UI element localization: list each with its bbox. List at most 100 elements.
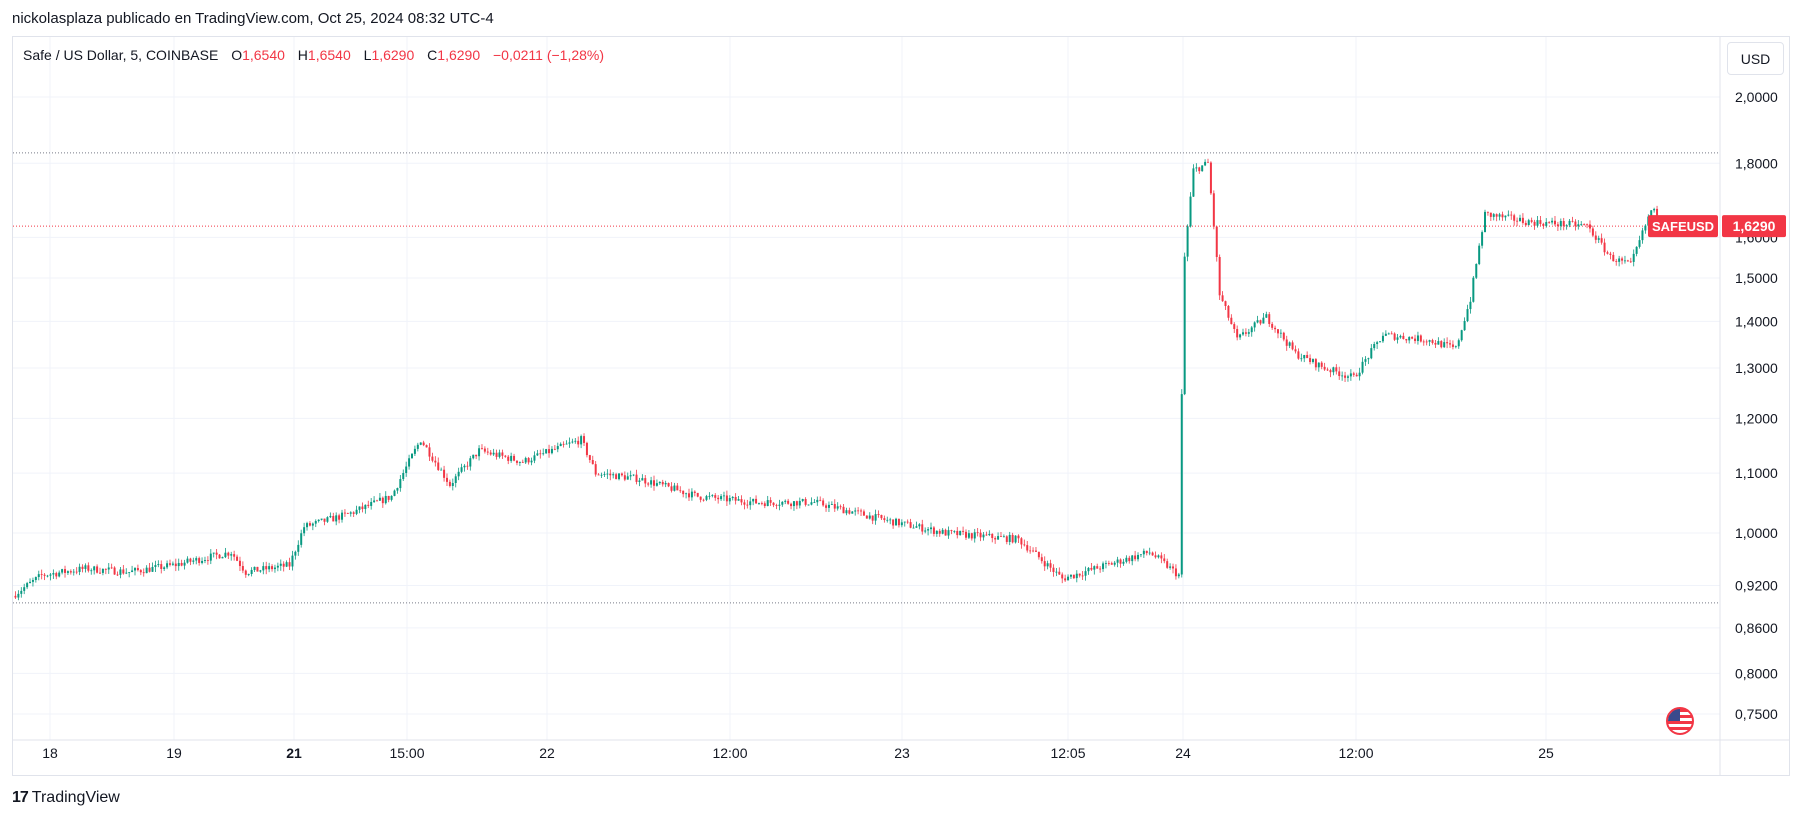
- candle: [635, 469, 638, 485]
- candle: [1586, 223, 1589, 229]
- candle: [265, 561, 268, 575]
- candle: [198, 556, 201, 566]
- candle: [387, 495, 390, 503]
- candle: [116, 571, 119, 577]
- candle: [136, 564, 139, 572]
- candle: [696, 492, 699, 498]
- candle: [1227, 304, 1230, 321]
- candle: [1577, 220, 1580, 230]
- candle: [1463, 317, 1466, 331]
- candle: [84, 563, 87, 573]
- candle: [845, 507, 848, 516]
- candle: [1075, 570, 1078, 583]
- candle: [75, 567, 78, 575]
- candle: [203, 556, 206, 564]
- price-tick-label: 0,8000: [1735, 665, 1778, 681]
- candle: [778, 499, 781, 511]
- candle: [717, 495, 720, 504]
- candle: [752, 498, 755, 506]
- candle: [807, 504, 810, 506]
- candle: [571, 438, 574, 444]
- candle: [227, 551, 230, 560]
- candle: [1172, 563, 1175, 574]
- candle: [201, 557, 204, 565]
- candle: [1241, 328, 1244, 336]
- candle: [1653, 207, 1656, 213]
- candle: [96, 564, 99, 574]
- candle: [61, 568, 64, 575]
- candle: [1387, 332, 1390, 335]
- candle: [1061, 572, 1064, 584]
- candle: [1623, 255, 1626, 264]
- candle: [1466, 304, 1469, 323]
- candle: [1256, 315, 1259, 324]
- candle: [930, 522, 933, 534]
- candle: [1545, 218, 1548, 228]
- candle: [988, 530, 991, 537]
- candle: [1556, 221, 1559, 232]
- price-axis: 2,00001,80001,60001,50001,40001,30001,20…: [1735, 89, 1778, 722]
- candle: [865, 515, 868, 519]
- currency-button[interactable]: USD: [1727, 42, 1784, 75]
- candle: [90, 568, 93, 575]
- candle: [408, 454, 411, 470]
- candle: [924, 527, 927, 534]
- candle: [550, 446, 553, 455]
- candle: [1011, 532, 1014, 544]
- candle: [1090, 562, 1093, 571]
- candle: [1268, 312, 1271, 327]
- candle: [20, 587, 23, 598]
- candle: [145, 565, 148, 574]
- candle: [1113, 560, 1116, 567]
- candle: [495, 449, 498, 460]
- candle: [862, 509, 865, 516]
- time-tick-label: 12:00: [1338, 745, 1373, 761]
- candle: [1137, 552, 1140, 562]
- candle: [556, 442, 559, 453]
- candle: [1530, 217, 1533, 224]
- open-value: 1,6540: [242, 47, 285, 63]
- candle: [151, 562, 154, 572]
- candle: [1539, 215, 1542, 226]
- tradingview-logo[interactable]: 17 TradingView: [12, 789, 120, 807]
- candle: [1131, 554, 1134, 566]
- candle: [591, 455, 594, 465]
- candle: [437, 457, 440, 471]
- candle: [101, 568, 104, 576]
- price-tick-label: 1,2000: [1735, 410, 1778, 426]
- candle: [1504, 215, 1507, 221]
- low-value: 1,6290: [371, 47, 415, 63]
- candle: [798, 497, 801, 509]
- candle: [1352, 371, 1355, 377]
- candle: [443, 465, 446, 482]
- candle: [1139, 554, 1142, 558]
- candle: [1291, 340, 1294, 351]
- reference-lines: [13, 152, 1720, 604]
- candle: [676, 483, 679, 491]
- candle: [964, 529, 967, 540]
- candle: [478, 445, 481, 461]
- candle: [603, 471, 606, 478]
- candle: [218, 553, 221, 559]
- candle: [1454, 345, 1457, 349]
- candle: [883, 515, 886, 523]
- candle: [833, 499, 836, 512]
- candle: [285, 560, 288, 568]
- candle: [615, 472, 618, 480]
- candle: [186, 556, 189, 564]
- candle: [1615, 258, 1618, 266]
- candle: [55, 571, 58, 580]
- us-flag-icon[interactable]: [1666, 707, 1694, 735]
- candle: [221, 556, 224, 559]
- candle: [784, 499, 787, 505]
- candle: [402, 469, 405, 482]
- candle: [306, 521, 309, 531]
- candle: [1364, 356, 1367, 366]
- candle: [1262, 313, 1265, 324]
- candle: [256, 566, 259, 572]
- close-value: 1,6290: [437, 47, 481, 63]
- candle: [291, 550, 294, 571]
- candle: [1603, 238, 1606, 256]
- candle: [618, 473, 621, 481]
